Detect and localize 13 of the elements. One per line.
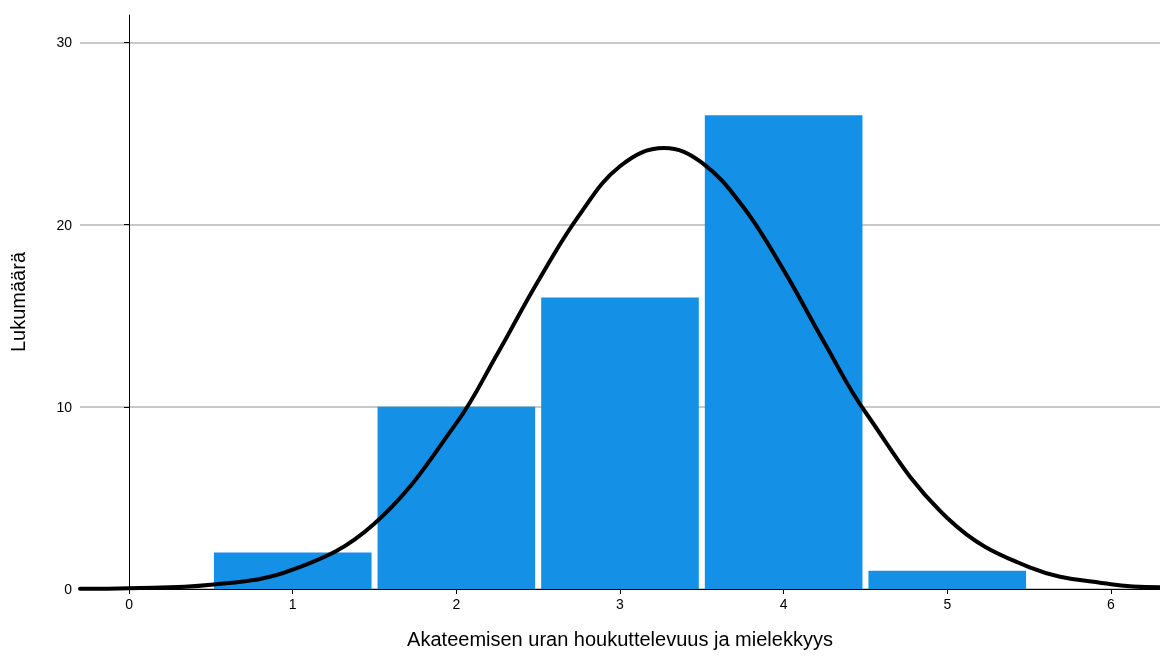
x-tick-label: 3 — [616, 596, 625, 612]
y-tick-label: 10 — [56, 398, 73, 415]
x-tick-label: 4 — [779, 596, 788, 612]
y-tick-label: 30 — [56, 34, 73, 51]
x-tick-label: 6 — [1107, 596, 1116, 612]
y-tick-label: 0 — [64, 581, 73, 597]
y-tick-label: 20 — [56, 216, 73, 233]
y-axis-title: Lukumäärä — [7, 251, 29, 353]
x-tick-label: 5 — [943, 596, 952, 612]
x-tick-label: 0 — [125, 596, 134, 612]
x-tick-label: 2 — [452, 596, 461, 612]
x-tick-label: 1 — [288, 596, 297, 612]
x-axis-title: Akateemisen uran houkuttelevuus ja mielekkyys — [407, 628, 833, 650]
